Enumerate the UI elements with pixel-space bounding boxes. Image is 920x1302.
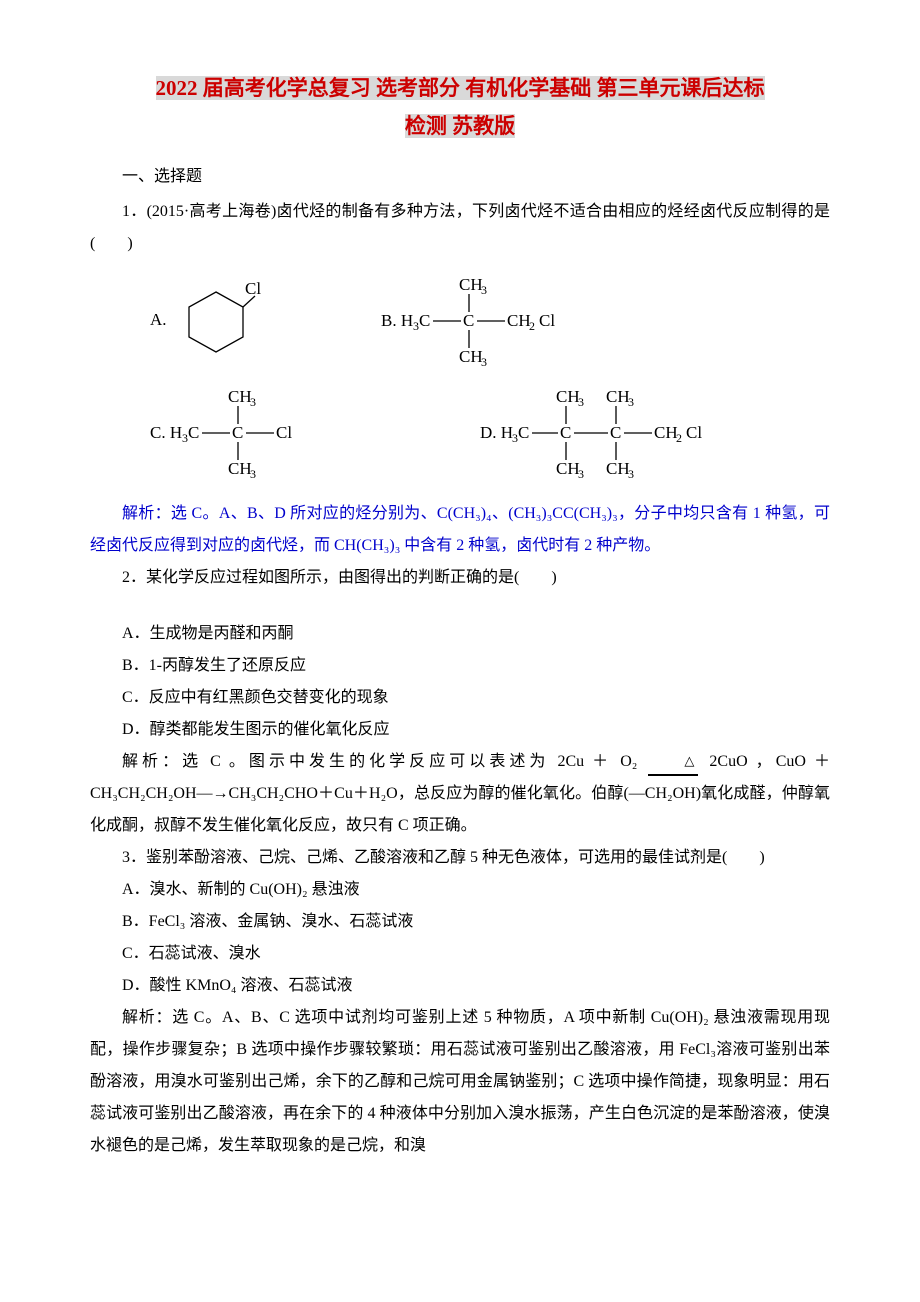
svg-text:C: C	[188, 423, 199, 442]
svg-text:CH: CH	[459, 275, 483, 294]
svg-text:B. H: B. H	[381, 311, 413, 330]
q1-opt-c-structure: C. H3C C CH3 CH3 Cl	[150, 386, 360, 478]
svg-text:3: 3	[628, 395, 634, 409]
svg-text:CH: CH	[606, 459, 630, 478]
q1-opt-b-structure: B. H3C C CH3 CH3 CH2 Cl	[381, 274, 631, 366]
svg-text:CH: CH	[507, 311, 531, 330]
svg-text:3: 3	[578, 467, 584, 478]
svg-text:CH: CH	[606, 387, 630, 406]
svg-text:CH: CH	[459, 347, 483, 366]
q3-opt-a: A．溴水、新制的 Cu(OH)₂ 悬浊液	[90, 874, 830, 906]
svg-text:2: 2	[529, 319, 535, 333]
q3-analysis: 解析：选 C。A、B、C 选项中试剂均可鉴别上述 5 种物质，A 项中新制 Cu…	[90, 1002, 830, 1162]
svg-text:C: C	[232, 423, 243, 442]
q1-opt-a-label: A.	[150, 310, 167, 330]
svg-text:CH: CH	[654, 423, 678, 442]
svg-text:CH: CH	[228, 459, 252, 478]
svg-text:2: 2	[676, 431, 682, 445]
q3-opt-d: D．酸性 KMnO₄ 溶液、石蕊试液	[90, 970, 830, 1002]
q1-analysis: 解析：选 C。A、B、D 所对应的烃分别为、C(CH₃)₄、(CH₃)₃CC(C…	[90, 498, 830, 562]
page-title-1: 2022 届高考化学总复习 选考部分 有机化学基础 第三单元课后达标	[156, 76, 765, 100]
svg-text:Cl: Cl	[539, 311, 555, 330]
svg-text:CH: CH	[228, 387, 252, 406]
q3-opt-c: C．石蕊试液、溴水	[90, 938, 830, 970]
svg-text:Cl: Cl	[686, 423, 702, 442]
q1-stem: 1．(2015·高考上海卷)卤代烃的制备有多种方法，下列卤代烃不适合由相应的烃经…	[90, 196, 830, 260]
svg-text:D. H: D. H	[480, 423, 513, 442]
svg-text:C: C	[560, 423, 571, 442]
q1-structures: A. Cl B. H3C C CH3 CH3 CH2 Cl	[150, 274, 830, 478]
svg-text:3: 3	[481, 355, 487, 366]
q3-stem: 3．鉴别苯酚溶液、己烷、己烯、乙酸溶液和乙醇 5 种无色液体，可选用的最佳试剂是…	[90, 842, 830, 874]
q2-stem: 2．某化学反应过程如图所示，由图得出的判断正确的是( )	[90, 562, 830, 594]
svg-text:Cl: Cl	[245, 280, 261, 298]
q3-opt-b: B．FeCl₃ 溶液、金属钠、溴水、石蕊试液	[90, 906, 830, 938]
q2-opt-a: A．生成物是丙醛和丙酮	[90, 618, 830, 650]
svg-text:C. H: C. H	[150, 423, 182, 442]
svg-text:CH: CH	[556, 459, 580, 478]
cyclohexane-cl-icon: Cl	[171, 280, 261, 360]
svg-text:C: C	[463, 311, 474, 330]
svg-text:C: C	[610, 423, 621, 442]
svg-text:3: 3	[481, 283, 487, 297]
svg-text:Cl: Cl	[276, 423, 292, 442]
q2-opt-d: D．醇类都能发生图示的催化氧化反应	[90, 714, 830, 746]
q2-opt-c: C．反应中有红黑颜色交替变化的现象	[90, 682, 830, 714]
q1-opt-d-structure: D. H3C C CH3 CH3 C CH3 CH3 CH2 Cl	[480, 386, 780, 478]
section-heading: 一、选择题	[90, 162, 830, 186]
q2-analysis: 解析：选 C 。图示中发生的化学反应可以表述为 2Cu ＋ O₂ △ 2CuO …	[90, 746, 830, 842]
svg-text:C: C	[419, 311, 430, 330]
svg-text:3: 3	[250, 467, 256, 478]
q2-opt-b: B．1-丙醇发生了还原反应	[90, 650, 830, 682]
svg-text:3: 3	[578, 395, 584, 409]
svg-text:3: 3	[250, 395, 256, 409]
svg-text:CH: CH	[556, 387, 580, 406]
svg-text:3: 3	[628, 467, 634, 478]
page-title-2: 检测 苏教版	[405, 114, 515, 138]
svg-text:C: C	[518, 423, 529, 442]
